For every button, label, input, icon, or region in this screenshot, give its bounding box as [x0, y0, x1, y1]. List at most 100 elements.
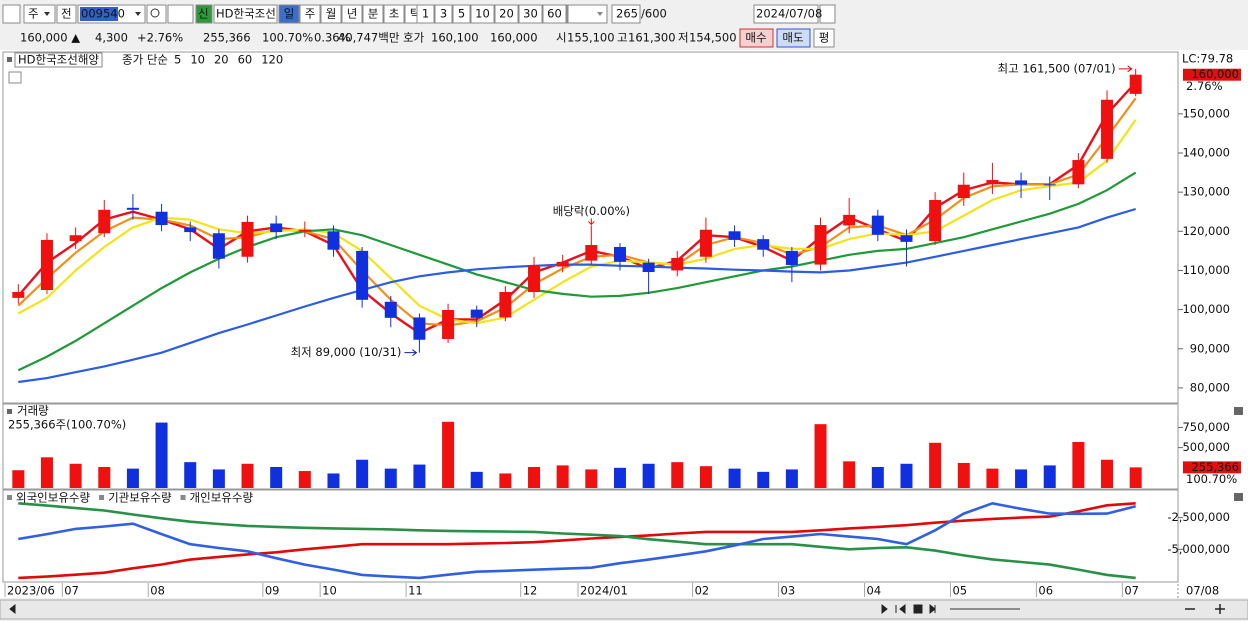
- period-label: 일: [284, 7, 295, 21]
- period-button[interactable]: [362, 4, 384, 24]
- period-label: 틱: [410, 7, 421, 21]
- volume-bar: [986, 468, 999, 488]
- candle-body: [814, 225, 827, 265]
- tool-icons[interactable]: [672, 5, 752, 23]
- candle-body: [212, 233, 225, 259]
- current-volume-box: [1183, 461, 1241, 474]
- legend-box: [14, 52, 103, 68]
- candle-body: [98, 209, 111, 234]
- legend-item: 60: [238, 53, 253, 67]
- prev-label: 전: [61, 7, 72, 21]
- market-select[interactable]: [23, 4, 56, 24]
- sell-button[interactable]: [776, 28, 811, 48]
- interval-label: 5: [458, 7, 465, 21]
- ma-line: [17, 171, 1137, 372]
- interval-button[interactable]: [518, 4, 543, 24]
- quote-change: 4,300: [95, 31, 128, 45]
- quote-high-label: 고: [617, 31, 628, 45]
- period-button[interactable]: [383, 4, 405, 24]
- code-highlight: [80, 7, 118, 21]
- y-tick-label: 100,000: [1182, 302, 1230, 316]
- volume-ratio: 100.70%: [1186, 472, 1237, 486]
- lc-label: LC:79.78: [1182, 52, 1233, 66]
- candle-body: [1043, 184, 1056, 186]
- period-button[interactable]: [299, 4, 321, 24]
- dividend-annotation: 배당락(0.00%): [553, 204, 630, 218]
- candle-body: [528, 264, 541, 292]
- interval-label: 20: [499, 7, 514, 21]
- table-icon[interactable]: [8, 71, 22, 84]
- sound-button[interactable]: [167, 4, 194, 24]
- interval-button[interactable]: [434, 4, 453, 24]
- prev-button[interactable]: [56, 4, 77, 24]
- volume-bar: [499, 473, 512, 488]
- interval-button[interactable]: [470, 4, 495, 24]
- interval-select[interactable]: [567, 4, 608, 24]
- x-tick-label: 10: [322, 584, 337, 598]
- y-tick-label: 130,000: [1182, 185, 1230, 199]
- candle-body: [241, 221, 254, 257]
- search-button[interactable]: [146, 4, 167, 24]
- menu-icon[interactable]: [2, 4, 21, 24]
- market: 주: [28, 7, 39, 21]
- candle-body: [871, 215, 884, 235]
- volume-bar: [699, 466, 712, 488]
- interval-label: 30: [523, 7, 538, 21]
- volume-bar: [642, 463, 655, 488]
- volume-bar: [1043, 465, 1056, 488]
- candle-body: [442, 309, 455, 339]
- volume-bar: [69, 463, 82, 488]
- avg-button[interactable]: [813, 28, 835, 48]
- volume-bar: [929, 442, 942, 488]
- scrollbar[interactable]: [0, 599, 1248, 620]
- interval-label: 3: [440, 7, 447, 21]
- x-tick-label: 04: [867, 584, 882, 598]
- period-button[interactable]: [320, 4, 342, 24]
- volume-bar: [757, 471, 770, 488]
- panel-button[interactable]: [1234, 407, 1243, 415]
- quote-turnover: 0.36%: [314, 31, 351, 45]
- volume-bar: [184, 462, 197, 488]
- x-tick-label: 07: [1124, 584, 1139, 598]
- ma-line: [17, 97, 1137, 327]
- scroll-buttons[interactable]: [9, 603, 936, 615]
- y-tick-label: 750,000: [1182, 420, 1230, 434]
- x-tick-label: 12: [523, 584, 538, 598]
- name-box[interactable]: [213, 4, 278, 24]
- ma-line: [17, 119, 1137, 325]
- volume-bar: [528, 467, 541, 488]
- count-input[interactable]: [611, 4, 641, 24]
- candle-body: [155, 211, 168, 226]
- candle-body: [728, 231, 741, 240]
- volume-bar: [155, 422, 168, 488]
- volume-bar: [843, 461, 856, 488]
- buy-button[interactable]: [739, 28, 774, 48]
- volume-panel: [2, 403, 1179, 490]
- candle-body: [900, 235, 913, 242]
- period-label: 분: [368, 7, 379, 21]
- interval-button[interactable]: [416, 4, 435, 24]
- volume-bar: [671, 462, 684, 488]
- period-button[interactable]: [341, 4, 363, 24]
- new-badge[interactable]: [195, 4, 213, 24]
- legend-item: 기관보유수량: [108, 491, 172, 505]
- panel-button[interactable]: [1234, 493, 1243, 501]
- legend-icon: [180, 495, 186, 500]
- candle-body: [642, 262, 655, 273]
- calendar-button[interactable]: [819, 4, 836, 24]
- legend-item: 5: [174, 53, 181, 67]
- candle-body: [384, 301, 397, 318]
- new-label: 신: [198, 7, 209, 21]
- interval-label: 60: [547, 7, 562, 21]
- legend-ma-label: 종가 단순: [122, 53, 168, 67]
- zoom-buttons[interactable]: [1185, 604, 1225, 614]
- interval-button[interactable]: [542, 4, 567, 24]
- candle-body: [843, 214, 856, 226]
- period-button[interactable]: [278, 4, 300, 24]
- candle-body: [356, 250, 369, 300]
- stock-code: 009540: [81, 7, 125, 21]
- date-input[interactable]: [753, 4, 819, 24]
- interval-button[interactable]: [452, 4, 471, 24]
- volume-bar: [556, 465, 569, 488]
- interval-button[interactable]: [494, 4, 519, 24]
